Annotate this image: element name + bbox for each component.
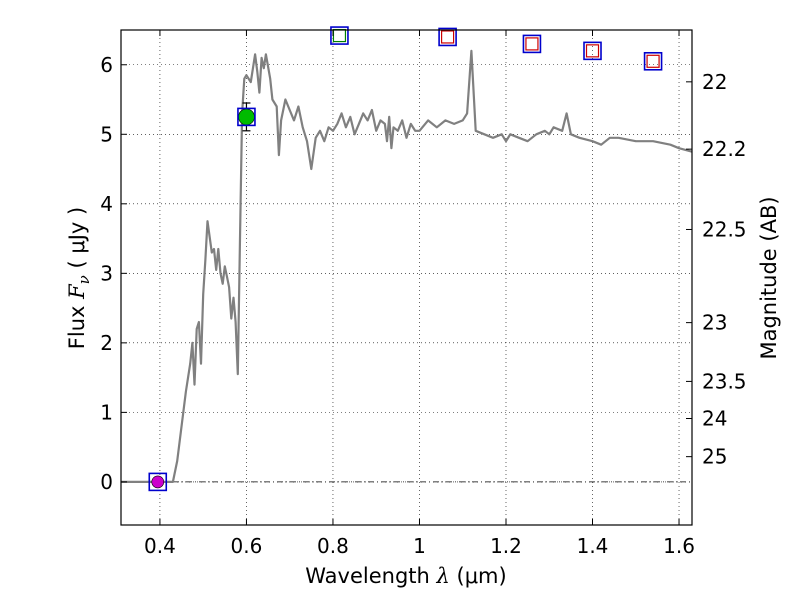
y-tick-label: 6 [100,53,113,77]
y-axis-title: Flux Fν ( μJy ) [65,207,93,349]
x-tick-label: 1.2 [490,534,522,558]
magnitude-tick-label: 23 [702,311,727,335]
magnitude-axis-title: Magnitude (AB) [757,196,781,359]
magnitude-tick-label: 25 [702,445,727,469]
photometry-box [330,26,349,45]
photometry-box [237,107,256,127]
photometry-box [148,472,168,492]
photometry-upper-limit-square [585,44,600,58]
y-tick-label: 4 [100,192,113,216]
magnitude-tick-label: 22.5 [702,217,747,241]
plot-frame [120,29,693,526]
photometry-points [148,26,663,492]
y-axis-ticks: 0 1 2 3 4 5 6 [100,53,127,494]
grid-lines [121,30,692,525]
magnitude-tick-label: 23.5 [702,369,747,393]
photometry-upper-limit-square [440,30,455,44]
model-spectrum [121,49,693,483]
y-tick-label: 3 [100,261,113,285]
x-tick-label: 0.8 [317,534,349,558]
photometry-box [438,27,457,47]
photometry-box [583,41,602,61]
magnitude-tick-label: 22 [702,70,727,94]
x-tick-label: 1.4 [577,534,609,558]
photometry-upper-limit-square [525,37,539,51]
y-tick-label: 1 [100,400,113,424]
photometry-upper-limit-square [646,54,660,68]
photometry-detection-dot [151,475,165,489]
y-tick-label: 0 [100,470,113,494]
magnitude-axis-ticks: 22 22.2 22.5 23 23.5 24 25 [686,70,747,469]
y-tick-label: 2 [100,331,113,355]
x-tick-label: 1.6 [663,534,695,558]
x-axis-ticks: 0.4 0.6 0.8 1 1.2 1.4 1.6 [144,30,695,558]
x-tick-label: 0.4 [144,534,176,558]
magnitude-tick-label: 24 [702,406,727,430]
photometry-upper-limit-square [332,28,347,43]
x-tick-label: 1 [413,534,426,558]
y-tick-label: 5 [100,122,113,146]
photometry-box [522,34,542,54]
model-spectrum-line [121,49,693,483]
photometry-box [643,51,663,71]
magnitude-tick-label: 22.2 [702,137,747,161]
x-tick-label: 0.6 [231,534,263,558]
x-axis-title: Wavelength λ (μm) [305,564,506,588]
photometry-detection-dot [238,108,255,126]
